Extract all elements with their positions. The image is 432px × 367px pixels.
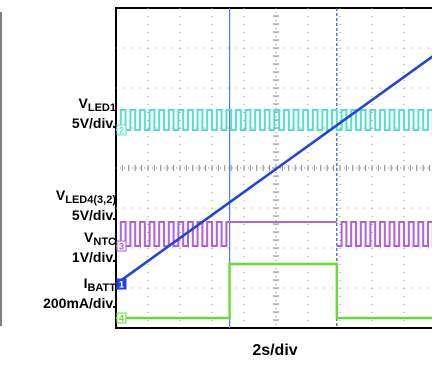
traces: [115, 8, 432, 328]
x-axis-label: 2s/div: [252, 342, 298, 359]
channel-4-marker-box: [116, 312, 127, 324]
channel-4-trace: [116, 262, 432, 320]
channel-1-marker-box: [116, 278, 127, 290]
channel-3-pwm-segment: [116, 221, 230, 247]
channel-1-trace: [115, 55, 432, 286]
channel-3-label: VLED4(3,2) 5V/div.: [55, 187, 116, 223]
channel-3-marker: 3: [116, 240, 127, 252]
channel-2-marker-number: 2: [119, 126, 124, 136]
channel-4-marker: 4: [116, 312, 127, 324]
channel-1-marker-number: 1: [119, 280, 124, 290]
channel-3-trace: [116, 221, 432, 247]
channel-3-marker-box: [116, 240, 127, 252]
channel-2-marker-box: [116, 124, 127, 136]
channel-markers: 2 3 1 4: [116, 124, 127, 324]
channel-2-label: VLED1 5V/div.: [71, 95, 116, 131]
channel-1-label: VNTC 1V/div.: [71, 229, 116, 265]
channel-3-marker-number: 3: [119, 242, 124, 252]
channel-4-marker-number: 4: [119, 314, 124, 324]
channel-2-trace: [116, 109, 432, 131]
channel-2-pwm-segment: [116, 109, 432, 131]
channel-3-pwm-segment: [336, 221, 432, 247]
channel-4-label: IBATT 200mA/div.: [43, 275, 116, 311]
channel-2-marker: 2: [116, 124, 127, 136]
channel-1-marker: 1: [116, 278, 127, 290]
